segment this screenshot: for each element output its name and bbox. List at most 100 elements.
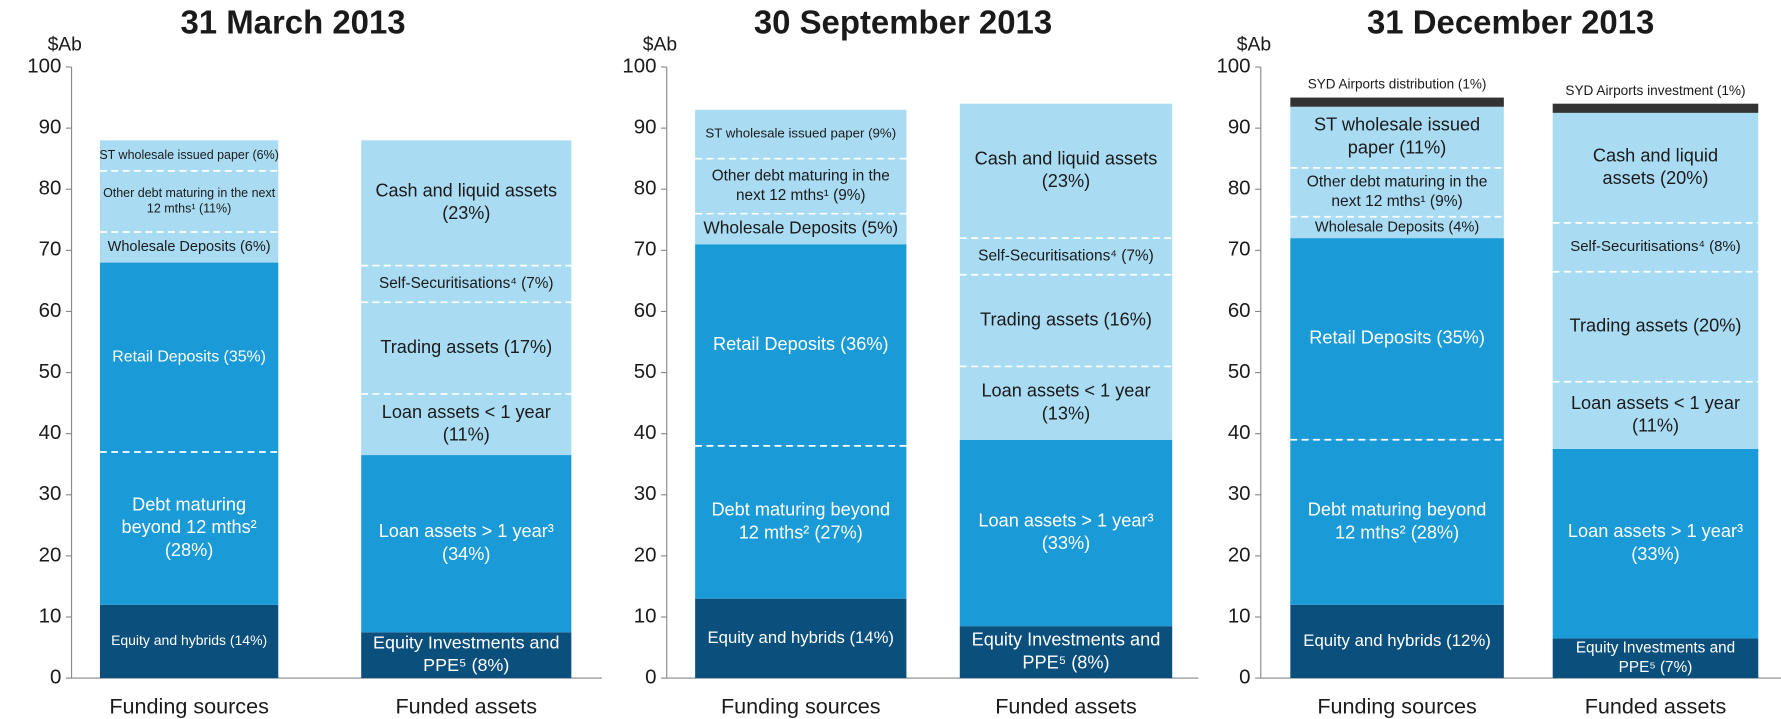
bar-segment	[1290, 216, 1504, 239]
segment-label: Self-Securitisations⁴ (8%)	[1570, 238, 1741, 255]
x-tick-label: Funding sources	[721, 693, 881, 718]
segment-label: (13%)	[1042, 403, 1090, 423]
y-tick-label: 10	[1228, 604, 1251, 627]
bar-segment	[1290, 604, 1504, 679]
chart-title: 30 September 2013	[754, 4, 1052, 41]
y-axis-label: $Ab	[48, 35, 82, 56]
bar-segment	[99, 604, 279, 679]
bar-segment	[1552, 381, 1759, 449]
segment-label: (28%)	[165, 540, 213, 560]
bar-segment	[361, 140, 572, 266]
segment-label: (23%)	[1042, 171, 1090, 191]
bar-segment	[1552, 112, 1759, 223]
bar-segment	[1552, 638, 1759, 679]
y-tick-label: 100	[27, 54, 61, 77]
y-tick-label: 10	[634, 604, 657, 627]
segment-label: Loan assets < 1 year	[981, 381, 1150, 401]
bar-segment	[959, 366, 1173, 440]
y-tick-label: 100	[622, 54, 656, 77]
bar-segment	[959, 274, 1173, 367]
bar-segment	[1290, 439, 1504, 605]
segment-label: Self-Securitisations⁴ (7%)	[978, 248, 1154, 265]
bar-segment	[1552, 448, 1759, 639]
segment-label: Loan assets > 1 year³	[1568, 521, 1743, 541]
segment-label: Cash and liquid	[1593, 145, 1718, 165]
y-tick-label: 70	[634, 238, 657, 261]
y-tick-label: 40	[1228, 421, 1251, 444]
y-tick-label: 80	[634, 177, 657, 200]
segment-label: 12 mths² (27%)	[739, 522, 863, 542]
segment-label: Loan assets > 1 year³	[379, 521, 554, 541]
segment-label: Retail Deposits (35%)	[1309, 328, 1485, 348]
y-tick-label: 50	[1228, 360, 1251, 383]
segment-label: Other debt maturing in the	[712, 168, 890, 185]
segment-label: Loan assets > 1 year³	[978, 510, 1153, 530]
chart-title: 31 December 2013	[1367, 4, 1654, 41]
segment-label: 12 mths² (28%)	[1335, 522, 1459, 542]
y-tick-label: 100	[1216, 54, 1250, 77]
y-tick-label: 50	[39, 360, 62, 383]
segment-label: (33%)	[1631, 544, 1679, 564]
segment-label: Wholesale Deposits (5%)	[703, 218, 898, 238]
y-tick-label: 80	[1228, 177, 1251, 200]
segment-label: Equity Investments and	[373, 633, 559, 653]
segment-label: 12 mths¹ (11%)	[147, 202, 231, 216]
x-tick-label: Funded assets	[995, 693, 1137, 718]
x-tick-label: Funding sources	[109, 693, 269, 718]
bar-segment	[959, 439, 1173, 627]
bar-segment	[1290, 97, 1504, 107]
segment-label: Debt maturing	[132, 494, 246, 514]
y-tick-label: 30	[634, 482, 657, 505]
y-tick-label: 20	[39, 543, 62, 566]
segment-label: Equity and hybrids (14%)	[111, 632, 267, 648]
bar-segment	[1552, 271, 1759, 382]
segment-label: (11%)	[443, 425, 490, 445]
bar-segment	[99, 140, 279, 171]
bar-segment	[361, 302, 572, 394]
segment-label: Equity and hybrids (14%)	[708, 628, 894, 647]
segment-label: (33%)	[1042, 533, 1090, 553]
x-tick-label: Funding sources	[1317, 693, 1477, 718]
y-tick-label: 70	[1228, 238, 1251, 261]
bar-segment	[361, 393, 572, 456]
bar-segment	[99, 262, 279, 453]
y-tick-label: 90	[39, 116, 62, 139]
chart-title: 31 March 2013	[180, 4, 405, 41]
segment-label: SYD Airports investment (1%)	[1565, 83, 1745, 98]
segment-label: Equity Investments and	[1576, 640, 1735, 657]
segment-label: Equity and hybrids (12%)	[1303, 631, 1491, 650]
bar-segment	[695, 158, 907, 214]
y-axis-label: $Ab	[643, 35, 677, 56]
y-tick-label: 80	[39, 177, 62, 200]
segment-label: Trading assets (20%)	[1570, 316, 1742, 336]
segment-label: Cash and liquid assets	[975, 148, 1158, 168]
bar-segment	[99, 232, 279, 263]
segment-label: Other debt maturing in the	[1307, 174, 1488, 191]
segment-label: Equity Investments and	[972, 630, 1161, 650]
segment-label: Debt maturing beyond	[1308, 500, 1487, 520]
segment-label: ST wholesale issued paper (9%)	[705, 126, 896, 141]
y-axis-label: $Ab	[1237, 35, 1271, 56]
y-tick-label: 0	[1239, 666, 1250, 689]
segment-label: assets (20%)	[1603, 168, 1709, 188]
bar-segment	[361, 265, 572, 303]
y-tick-label: 40	[634, 421, 657, 444]
x-tick-label: Funded assets	[1585, 693, 1727, 718]
y-tick-label: 70	[39, 238, 62, 261]
y-tick-label: 0	[645, 666, 656, 689]
y-tick-label: 10	[39, 604, 62, 627]
y-tick-label: 40	[39, 421, 62, 444]
bar-segment	[1290, 238, 1504, 440]
segment-label: Wholesale Deposits (4%)	[1315, 219, 1479, 235]
segment-label: Other debt maturing in the next	[103, 186, 276, 200]
y-tick-label: 20	[1228, 543, 1251, 566]
bar-segment	[1290, 106, 1504, 168]
y-tick-label: 60	[39, 299, 62, 322]
segment-label: next 12 mths¹ (9%)	[736, 187, 865, 204]
bar-segment	[695, 244, 907, 446]
segment-label: PPE⁵ (7%)	[1619, 659, 1693, 676]
segment-label: beyond 12 mths²	[121, 517, 256, 537]
bar-segment	[361, 632, 572, 679]
